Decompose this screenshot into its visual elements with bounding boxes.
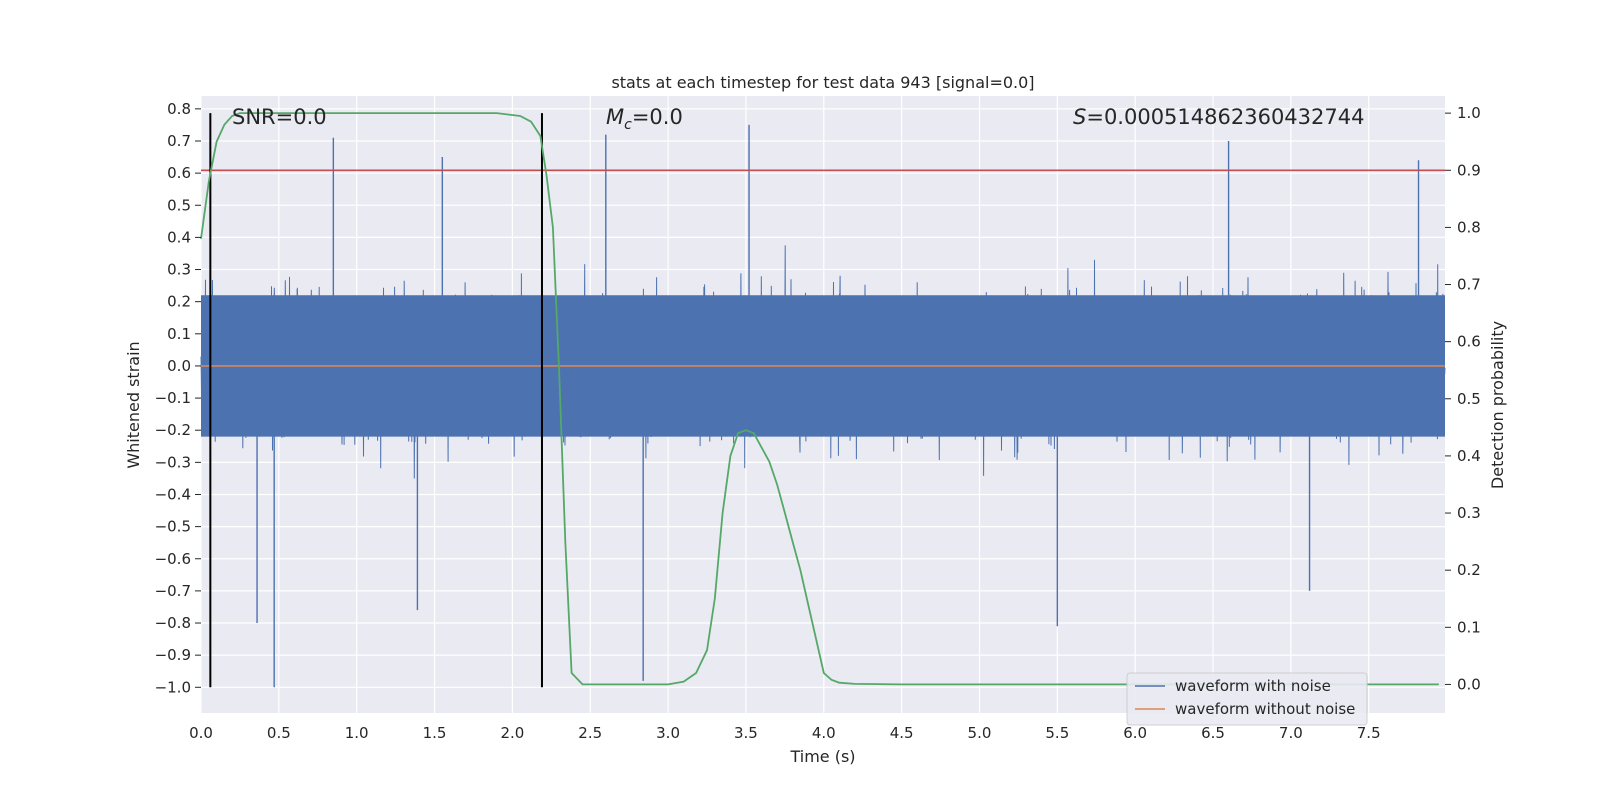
chart-title: stats at each timestep for test data 943… [611, 73, 1034, 92]
x-tick-label: 1.5 [423, 724, 447, 742]
mc-annotation: Mc=0.0 [606, 105, 683, 133]
y2-tick-label: 0.0 [1457, 675, 1481, 693]
y-tick-label: 0.5 [167, 196, 191, 214]
y2-tick-label: 0.6 [1457, 333, 1481, 351]
mc-value: =0.0 [632, 105, 683, 129]
s-value: =0.000514862360432744 [1086, 105, 1364, 129]
mc-symbol: M [606, 105, 624, 129]
y-tick-label: −0.9 [155, 646, 191, 664]
y-tick-label: 0.7 [167, 132, 191, 150]
y-tick-label: −0.1 [155, 389, 191, 407]
y-tick-label: 0.1 [167, 325, 191, 343]
x-axis-label: Time (s) [789, 747, 855, 766]
legend-label-waveform-without-noise: waveform without noise [1175, 700, 1355, 718]
y2-axis-label: Detection probability [1488, 321, 1507, 489]
x-tick-label: 2.0 [500, 724, 524, 742]
x-tick-label: 7.5 [1357, 724, 1381, 742]
y2-tick-label: 0.2 [1457, 561, 1481, 579]
detection-probability-line [200, 112, 1439, 686]
x-tick-label: 6.5 [1201, 724, 1225, 742]
y-tick-label: −0.7 [155, 582, 191, 600]
x-tick-label: 1.0 [345, 724, 369, 742]
y2-tick-label: 1.0 [1457, 104, 1481, 122]
x-tick-label: 6.0 [1123, 724, 1147, 742]
x-tick-label: 7.0 [1279, 724, 1303, 742]
legend-label-waveform-with-noise: waveform with noise [1175, 677, 1331, 695]
s-symbol: S [1073, 105, 1086, 129]
y-tick-label: 0.6 [167, 164, 191, 182]
y-axis-label: Whitened strain [124, 341, 143, 468]
y2-tick-label: 0.5 [1457, 390, 1481, 408]
y-tick-label: 0.3 [167, 261, 191, 279]
x-tick-label: 0.5 [267, 724, 291, 742]
ticks-layer: 0.0 0.5 1.0 1.5 2.0 2.5 3.0 3.5 4.0 4.5 5.0 5.5 6.0 6… [155, 100, 1481, 742]
y-tick-label: −0.5 [155, 518, 191, 536]
y-tick-label: −0.4 [155, 485, 191, 503]
x-tick-label: 5.5 [1045, 724, 1069, 742]
mc-subscript: c [624, 117, 632, 133]
snr-annotation: SNR=0.0 [232, 105, 327, 129]
y-tick-label: −0.3 [155, 453, 191, 471]
x-tick-label: 4.0 [812, 724, 836, 742]
x-tick-label: 3.0 [656, 724, 680, 742]
x-tick-label: 4.5 [890, 724, 914, 742]
x-tick-label: 3.5 [734, 724, 758, 742]
x-tick-label: 5.0 [968, 724, 992, 742]
x-tick-label: 0.0 [189, 724, 213, 742]
y-tick-label: −1.0 [155, 678, 191, 696]
y-tick-label: −0.6 [155, 550, 191, 568]
y2-tick-label: 0.1 [1457, 618, 1481, 636]
x-tick-label: 2.5 [578, 724, 602, 742]
y-tick-label: −0.8 [155, 614, 191, 632]
s-annotation: S=0.000514862360432744 [1073, 105, 1364, 129]
y2-tick-label: 0.3 [1457, 504, 1481, 522]
y-tick-label: −0.2 [155, 421, 191, 439]
y-tick-label: 0.8 [167, 100, 191, 118]
legend-box [1126, 672, 1368, 726]
legend: waveform with noise waveform without noi… [1126, 672, 1368, 726]
y2-tick-label: 0.4 [1457, 447, 1481, 465]
y2-tick-label: 0.7 [1457, 276, 1481, 294]
y2-tick-label: 0.8 [1457, 218, 1481, 236]
y-tick-label: 0.2 [167, 293, 191, 311]
y-tick-label: 0.4 [167, 228, 191, 246]
y2-tick-label: 0.9 [1457, 161, 1481, 179]
y-tick-label: 0.0 [167, 357, 191, 375]
lines-layer [200, 112, 1445, 688]
